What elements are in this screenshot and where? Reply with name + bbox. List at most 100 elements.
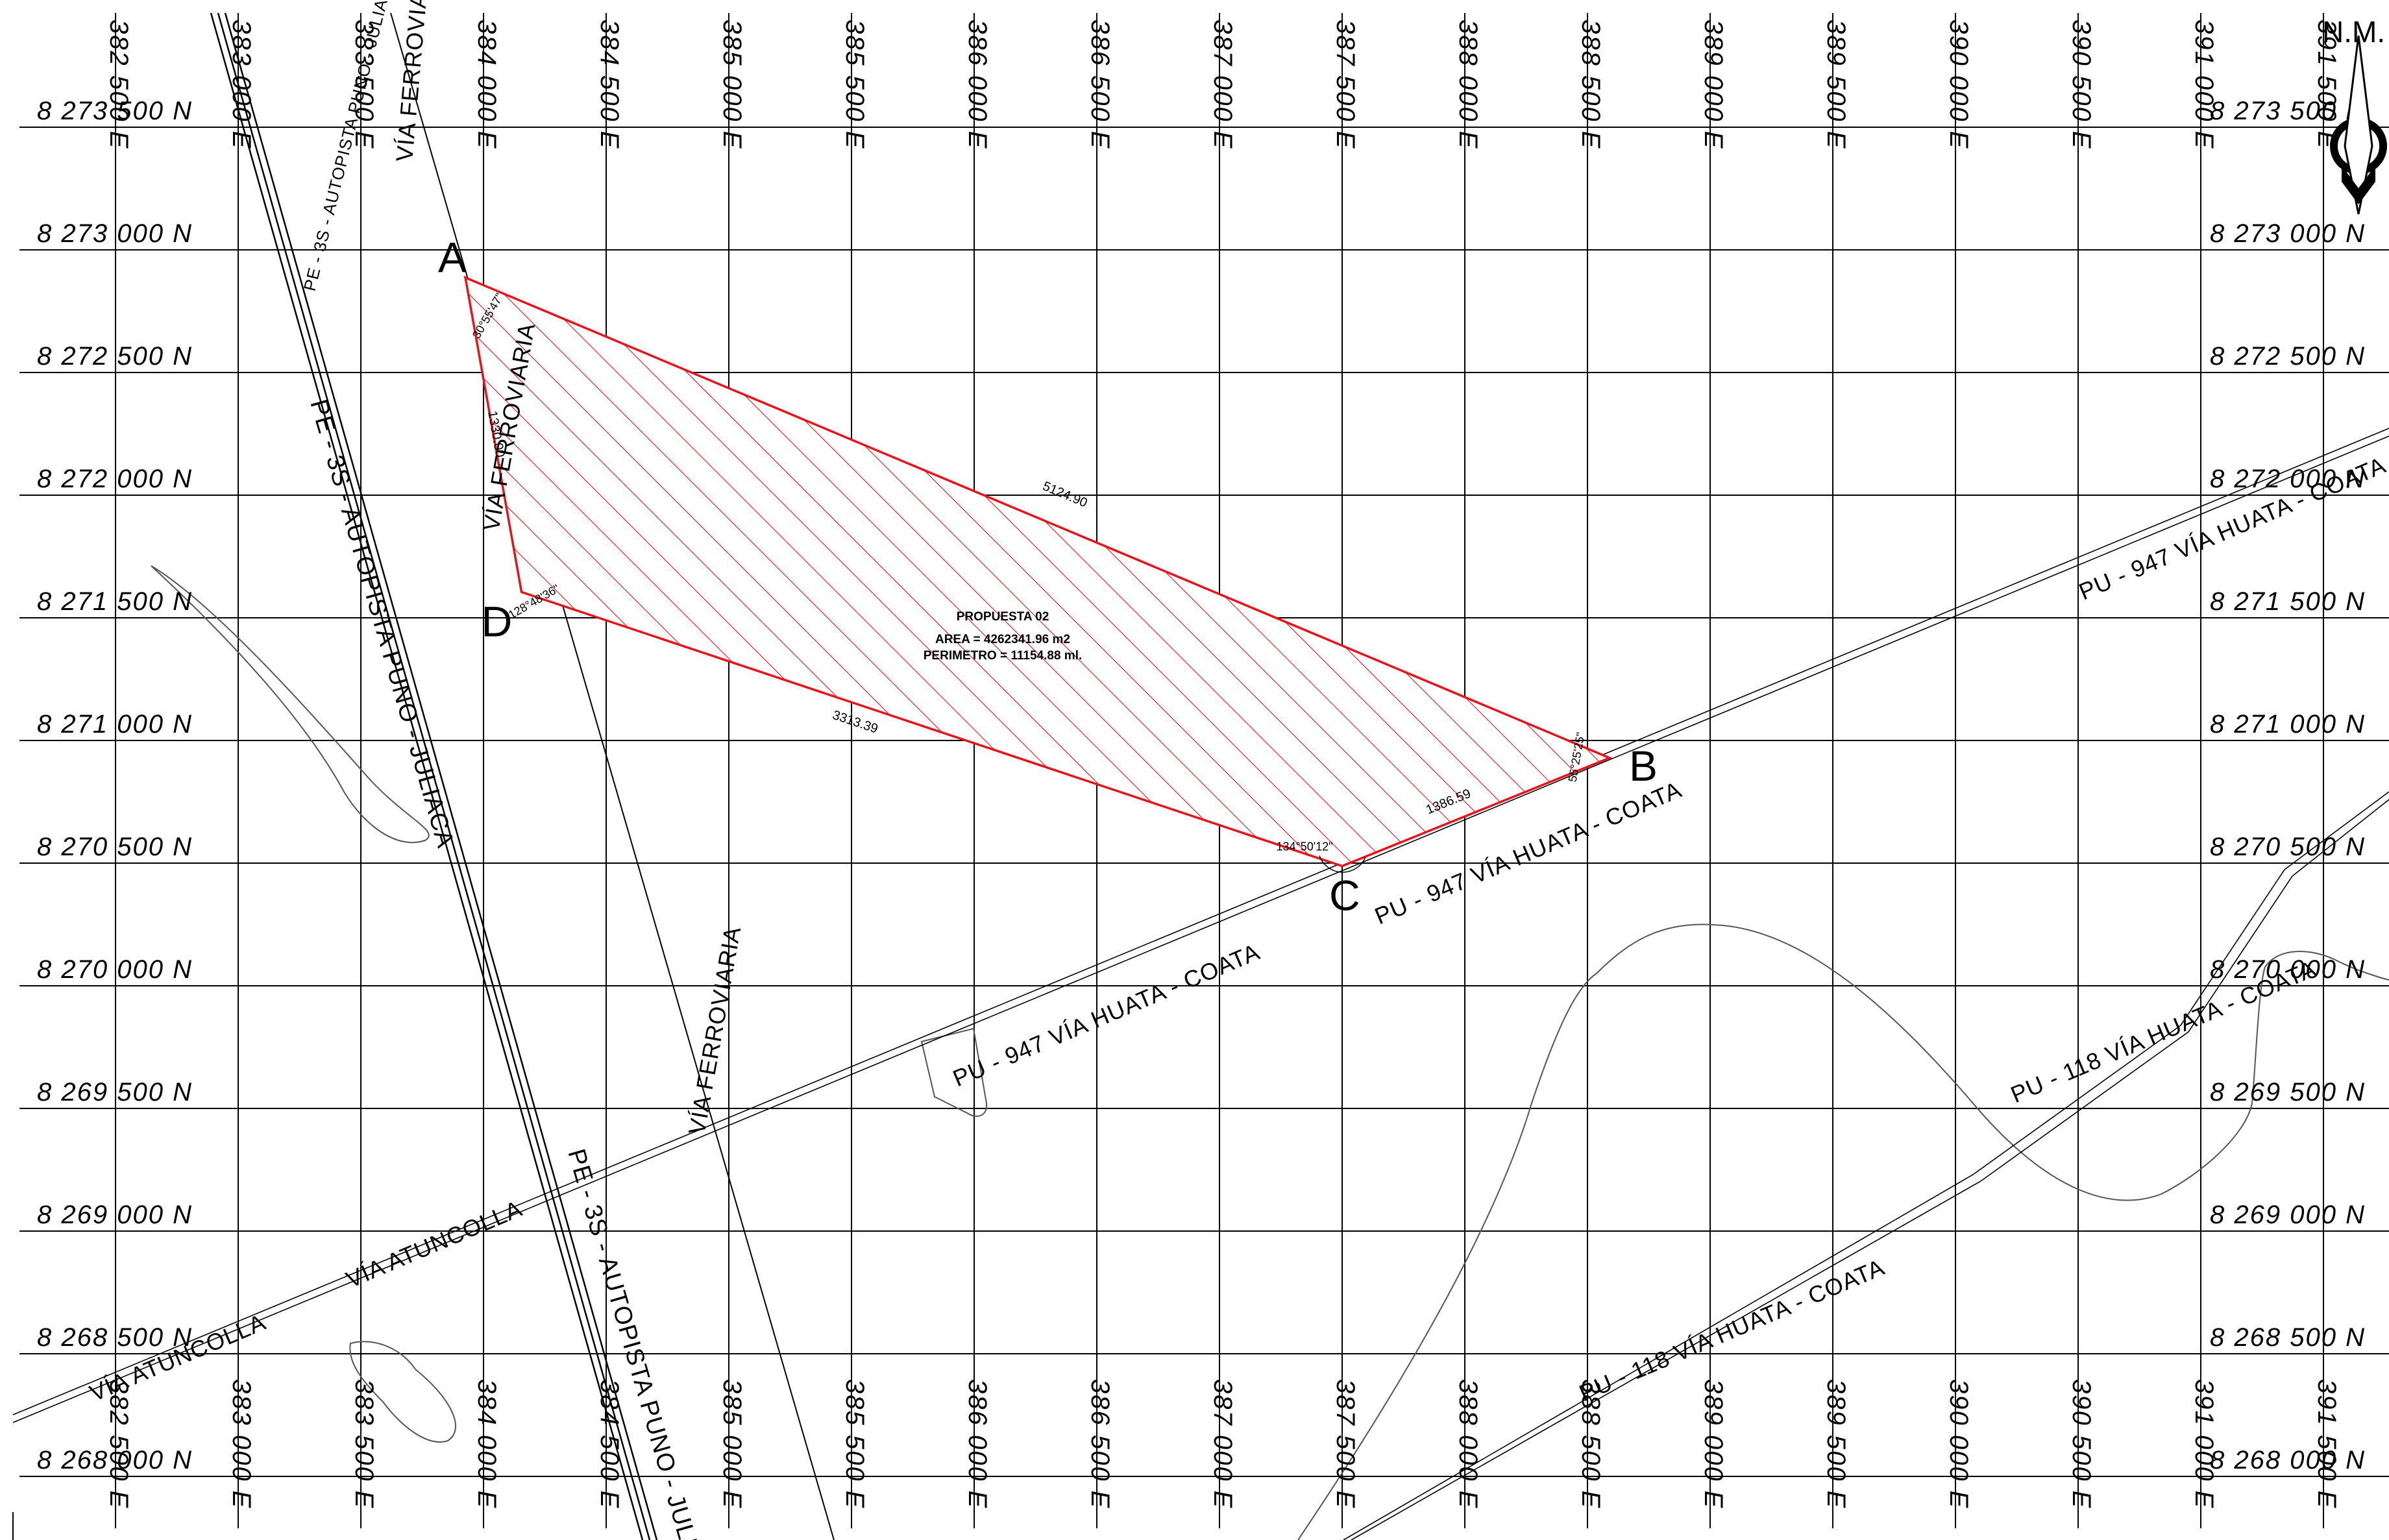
vertex-label-b: B [1629,742,1658,790]
northing-label-right: 8 269 500 N [2210,1078,2366,1106]
easting-label-bottom: 382 500 E [104,1379,133,1509]
easting-label-bottom: 385 000 E [718,1379,746,1509]
northing-label-left: 8 272 000 N [37,465,193,493]
easting-label-bottom: 388 000 E [1454,1379,1482,1509]
northing-label-right: 8 272 000 N [2210,465,2366,493]
proposal-polygon [463,275,1613,868]
road-label-pe3s: PE - 3S - AUTOPISTA PUNO - JULIACA [300,0,397,293]
northing-label-left: 8 268 500 N [37,1323,193,1352]
northing-label-right: 8 271 000 N [2210,710,2366,739]
easting-label-top: 388 000 E [1454,19,1482,149]
side-length-label: 3313.39 [831,708,880,737]
terrain-outlines [151,565,2389,1540]
road-pu-947 [12,435,2389,1423]
northing-label-left: 8 273 500 N [37,97,193,125]
easting-label-top: 382 500 E [104,19,133,149]
northing-label-left: 8 268 000 N [37,1446,193,1474]
north-arrow-chevron [2342,165,2375,204]
easting-label-top: 390 000 E [1944,19,1973,149]
northing-label-left: 8 273 000 N [37,219,193,248]
lake-outline [151,565,430,844]
northing-label-left: 8 270 500 N [37,833,193,861]
easting-label-top: 385 500 E [840,19,869,149]
northing-label-right: 8 268 000 N [2210,1446,2366,1474]
northing-label-left: 8 269 000 N [37,1201,193,1229]
vertex-label-a: A [438,234,467,282]
easting-label-top: 387 500 E [1331,19,1360,149]
vertex-label-c: C [1329,872,1360,920]
road-pu-947 [12,428,2389,1415]
road-pu-118 [1351,799,2389,1540]
north-arrow: N.M. [2322,15,2387,215]
northing-label-left: 8 271 500 N [37,587,193,616]
easting-label-top: 391 500 E [2312,19,2341,149]
angle-label: 134°50'12" [1276,840,1332,853]
polygon-area-text: AREA = 4262341.96 m2 [935,633,1070,646]
angle-arc [1319,855,1366,873]
easting-label-bottom: 389 000 E [1699,1379,1728,1509]
pond-outline [349,1341,456,1443]
grid-coordinate-labels: 382 500 E 382 500 E 383 000 E 383 000 E 383 … [37,19,2366,1509]
easting-label-bottom: 383 000 E [227,1379,256,1509]
polygon-info: PROPUESTA 02 AREA = 4262341.96 m2 PERIME… [924,610,1083,663]
highway-pe-3s [224,12,658,1540]
easting-label-top: 389 500 E [1822,19,1850,149]
easting-label-top: 384 500 E [595,19,624,149]
northing-label-right: 8 270 500 N [2210,833,2366,861]
northing-label-left: 8 272 500 N [37,342,193,371]
easting-label-top: 389 000 E [1699,19,1728,149]
easting-label-top: 383 000 E [227,19,256,149]
easting-label-top: 391 000 E [2190,19,2218,149]
vertex-label-d: D [482,597,513,645]
road-label-railway: VÍA FERROVIARIA [391,0,435,163]
easting-label-bottom: 387 500 E [1331,1379,1360,1509]
roads [12,12,2389,1540]
easting-label-bottom: 389 500 E [1822,1379,1850,1509]
polygon-area [463,275,1613,868]
railway [390,12,835,1540]
side-length-label: 5124.90 [1040,479,1089,510]
easting-label-top: 387 000 E [1208,19,1237,149]
easting-label-bottom: 384 000 E [472,1379,501,1509]
highway-pe-3s [217,12,651,1540]
vertex-labels: A B C D [438,234,1658,920]
northing-label-right: 8 271 500 N [2210,587,2366,616]
northing-label-left: 8 269 500 N [37,1078,193,1106]
road-label-pe3s: PE - 3S - AUTOPISTA PUNO - JULIACA [304,397,459,851]
easting-label-bottom: 385 500 E [840,1379,869,1509]
northing-label-left: 8 270 000 N [37,955,193,984]
easting-label-top: 384 000 E [472,19,501,149]
road-label-railway: VÍA FERROVIARIA [683,924,746,1136]
northing-label-right: 8 270 000 N [2210,955,2366,984]
northing-label-right: 8 272 500 N [2210,342,2366,371]
polygon-perimeter-text: PERIMETRO = 11154.88 ml. [924,649,1083,663]
terrain-contour [1297,923,2389,1540]
easting-label-bottom: 384 500 E [595,1379,624,1509]
easting-label-top: 386 500 E [1086,19,1114,149]
easting-label-bottom: 391 000 E [2190,1379,2218,1509]
northing-label-right: 8 273 500 N [2210,97,2366,125]
northing-label-right: 8 273 000 N [2210,219,2366,248]
polygon-title: PROPUESTA 02 [957,610,1049,624]
road-label-atuncolla: VÍA ATUNCOLLA [342,1195,526,1293]
easting-label-bottom: 386 000 E [963,1379,992,1509]
easting-label-bottom: 386 500 E [1086,1379,1114,1509]
easting-label-bottom: 383 500 E [350,1379,378,1509]
easting-label-top: 383 500 E [350,19,378,149]
northing-label-right: 8 268 500 N [2210,1323,2366,1352]
easting-label-top: 390 500 E [2067,19,2096,149]
easting-label-bottom: 391 500 E [2312,1379,2341,1509]
easting-label-top: 385 000 E [718,19,746,149]
road-pu-118 [1343,791,2389,1540]
easting-label-bottom: 387 000 E [1208,1379,1237,1509]
easting-label-top: 386 000 E [963,19,992,149]
highway-pe-3s [210,12,644,1540]
pond-outline [920,1027,988,1117]
easting-label-bottom: 388 500 E [1576,1379,1605,1509]
easting-label-top: 388 500 E [1576,19,1605,149]
easting-label-bottom: 390 000 E [1944,1379,1973,1509]
north-arrow-needle [2344,35,2373,215]
northing-label-right: 8 269 000 N [2210,1201,2366,1229]
easting-label-bottom: 390 500 E [2067,1379,2096,1509]
